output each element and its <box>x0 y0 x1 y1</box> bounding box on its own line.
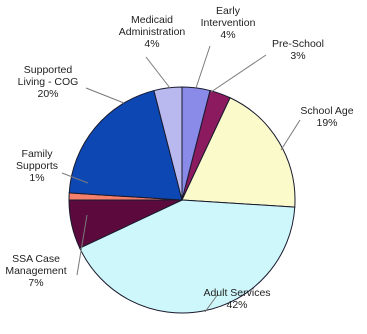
leader-line-family-supports <box>61 172 89 184</box>
slice-label-family-supports: Family Supports 1% <box>16 148 58 184</box>
slice-label-school-age: School Age 19% <box>300 105 353 129</box>
slice-label-ssa-case-management: SSA Case Management 7% <box>5 253 66 289</box>
slice-labels: Early Intervention 4% Pre-School 3% School Ag… <box>5 5 353 311</box>
pie-slices <box>68 86 296 314</box>
leader-line-early-intervention <box>195 45 211 89</box>
leader-line-ssa-case-management <box>76 214 88 276</box>
leader-line-medicaid-administration <box>145 56 171 89</box>
pie-slice-school-age <box>181 97 296 208</box>
leader-line-adult-services <box>204 293 219 313</box>
leader-line-supported-living-cog <box>85 87 125 104</box>
leader-line-school-age <box>280 119 301 151</box>
leader-lines <box>61 45 301 313</box>
slice-label-adult-services: Adult Services 42% <box>203 287 270 311</box>
pie-slice-supported-living-cog <box>68 89 183 201</box>
pie-slice-medicaid-administration <box>153 86 183 201</box>
slice-label-medicaid-administration: Medicaid Administration 4% <box>119 14 186 50</box>
leader-line-pre-school <box>210 54 267 93</box>
slice-label-early-intervention: Early Intervention 4% <box>201 5 256 41</box>
slice-label-pre-school: Pre-School 3% <box>272 38 324 62</box>
pie-slice-adult-services <box>79 199 296 314</box>
slice-label-supported-living-cog: Supported Living - COG 20% <box>18 64 79 100</box>
